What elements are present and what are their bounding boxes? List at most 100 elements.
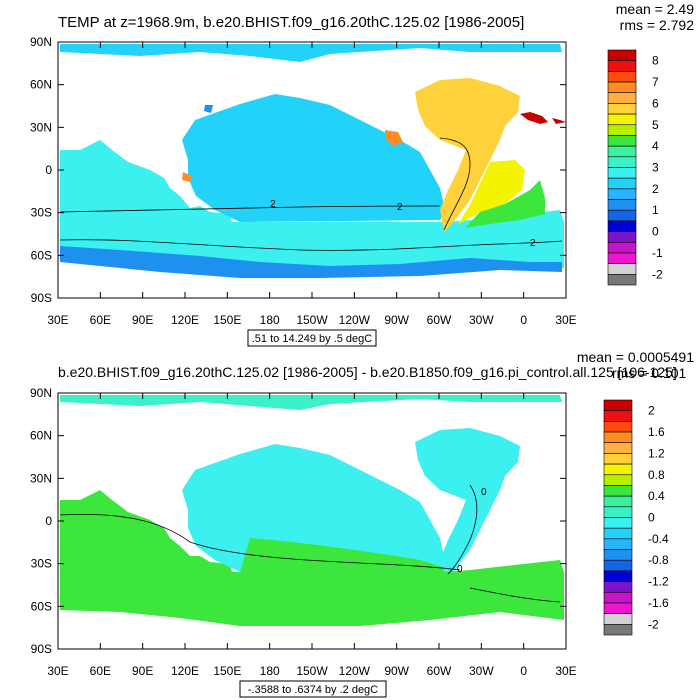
lat-tick-label: 60S [31,248,52,262]
colorbar-swatch [607,188,637,200]
pacific-ocean-region [182,94,445,222]
lon-tick-label: 30E [47,664,68,678]
colorbar-label: 7 [652,75,659,89]
lon-tick-label: 30E [555,664,576,678]
colorbar-swatch [603,431,633,444]
colorbar-swatch [603,453,633,465]
colorbar-label: 1.6 [648,425,665,439]
colorbar-label: -0.8 [648,553,669,567]
colorbar-label: 1 [652,203,659,217]
colorbar-swatch [603,421,633,433]
contour-info-bottom: -.3588 to .6374 by .2 degC [248,684,378,696]
colorbar-label: 6 [652,96,659,110]
colorbar-swatch [603,559,633,572]
lon-tick-label: 150E [213,313,241,327]
panel-bottom-title: b.e20.BHIST.f09_g16.20thC.125.02 [1986-2… [58,364,677,380]
colorbar-swatch [603,410,633,422]
colorbar-swatch [603,442,633,454]
contour-line-6 [469,587,561,603]
contour-label-1: 2 [397,202,403,213]
colorbar-swatch [607,241,637,254]
south-atlantic-region [458,160,525,224]
contour-label-5: 0 [457,564,463,575]
colorbar-swatch [603,549,633,561]
lat-tick-label: 90S [31,291,52,305]
lon-tick-label: 90E [132,313,153,327]
colorbar-label: 2 [648,404,655,418]
panel-bottom-rms: rms = 0.101 [612,365,687,381]
colorbar-swatch [603,581,633,593]
colorbar-swatch [607,81,637,94]
map-top: 2 2 2 [57,41,567,299]
colorbar-swatch [607,145,637,158]
lon-tick-label: 90W [384,313,409,327]
contour-label-2: 2 [270,199,276,210]
lat-tick-label: 60N [30,429,52,443]
colorbar-swatch [603,527,633,540]
colorbar-label: 2 [652,182,659,196]
lon-axis-bottom: 30E 60E 90E 120E 150E 180 150W 120W 90W 60W 30W 0 30… [47,393,577,678]
colorbar-label: 8 [652,54,659,68]
colorbar-label: -2 [648,617,659,631]
panel-top: TEMP at z=1968.9m, b.e20.BHIST.f09_g16.2… [30,1,694,347]
contour-line-5 [447,484,478,575]
panel-top-title: TEMP at z=1968.9m, b.e20.BHIST.f09_g16.2… [58,14,524,31]
lat-axis-bottom: 90N 60N 30N 0 30S 60S 90S [30,386,566,656]
contour-line-1 [59,205,441,213]
lon-tick-label: 180 [260,664,280,678]
colorbar-label: 3 [652,161,659,175]
lat-tick-label: 30N [30,471,52,485]
colorbar-swatch [607,252,637,264]
atlantic-ocean-region-bottom [415,428,520,582]
contour-line-3 [439,137,471,231]
lon-tick-label: 90E [132,664,153,678]
colorbar-swatch [607,274,637,286]
lon-tick-label: 0 [520,664,527,678]
indian-ocean-region-bottom [60,490,232,572]
colorbar-swatch [607,156,637,168]
contour-line-2 [59,239,563,251]
blue-feature-1 [204,105,213,113]
mediterranean-region [520,112,566,124]
colorbar-swatch [603,495,633,508]
lon-tick-label: 60W [427,664,452,678]
orange-feature-2 [182,172,192,182]
colorbar-swatch [603,485,633,497]
colorbar-swatch [607,124,637,136]
lat-tick-label: 90S [31,642,52,656]
lon-tick-label: 0 [520,313,527,327]
colorbar-swatch [607,60,637,72]
equatorial-green-band [240,538,445,572]
contour-info-top: .51 to 14.249 by .5 degC [252,333,373,345]
colorbar-label: 1.2 [648,446,665,460]
lat-tick-label: 90N [30,35,52,49]
colorbar-swatch [607,177,637,190]
lat-tick-label: 0 [45,514,52,528]
colorbar-swatch [607,113,637,126]
colorbar-bottom: 2 1.6 1.2 0.8 0.4 0 -0.4 -0.8 -1.2 -1.6 -2 [603,399,669,636]
lon-tick-label: 150W [296,313,328,327]
contour-label-3: 2 [530,238,536,249]
colorbar-swatch [603,517,633,529]
atlantic-ocean-region [415,78,520,232]
colorbar-swatch [607,199,637,211]
lon-tick-label: 120E [171,313,199,327]
colorbar-swatch [607,135,637,147]
colorbar-swatch [603,463,633,476]
pacific-ocean-region-bottom [182,444,445,572]
panel-bottom: mean = 0.0005491 b.e20.BHIST.f09_g16.20t… [30,349,694,698]
colorbar-swatch [603,613,633,625]
contour-label-4: 0 [481,487,487,498]
colorbar-swatch [603,538,633,550]
colorbar-swatch [607,220,637,232]
colorbar-label: 0 [652,225,659,239]
colorbar-swatch [607,92,637,104]
colorbar-swatch [603,399,633,411]
lat-tick-label: 0 [45,163,52,177]
lon-tick-label: 90W [384,664,409,678]
colorbar-label: -1.6 [648,596,669,610]
lon-tick-label: 30W [469,664,494,678]
colorbar-label: 5 [652,118,659,132]
colorbar-label: -1.2 [648,575,669,589]
colorbar-label: 0.8 [648,468,665,482]
